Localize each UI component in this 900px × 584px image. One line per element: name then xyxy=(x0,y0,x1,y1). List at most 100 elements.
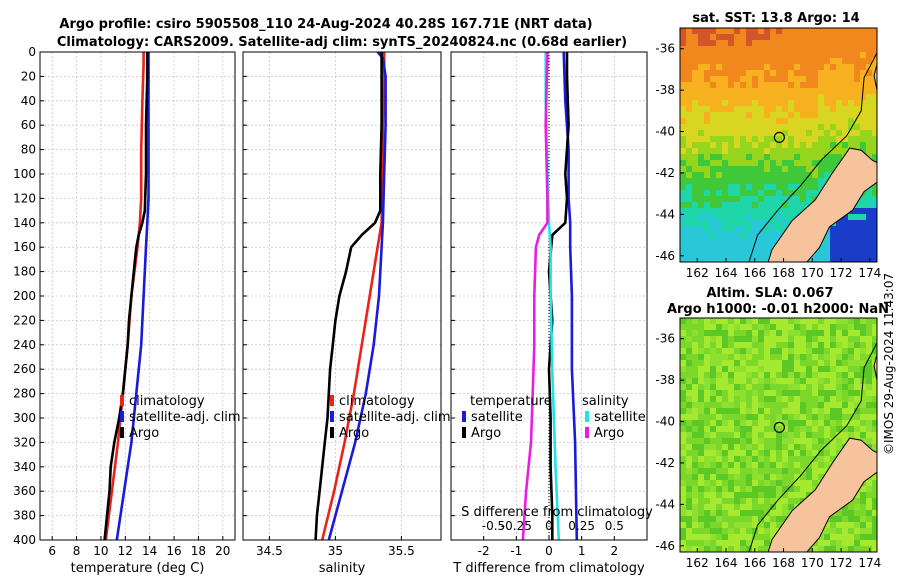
map-cell xyxy=(860,366,866,372)
map-cell xyxy=(698,426,704,432)
map-cell xyxy=(818,154,824,160)
map-cell xyxy=(692,438,698,444)
map-cell xyxy=(698,136,704,142)
map-cell xyxy=(836,336,842,342)
map-cell xyxy=(788,190,794,196)
map-cell xyxy=(680,504,686,510)
map-cell xyxy=(800,58,806,64)
map-cell xyxy=(866,336,872,342)
map-cell xyxy=(770,516,776,522)
map-cell xyxy=(830,534,836,540)
map-cell xyxy=(776,432,782,438)
map-cell xyxy=(860,130,866,136)
map-cell xyxy=(710,378,716,384)
map-cell xyxy=(848,28,854,34)
map-cell xyxy=(824,390,830,396)
map-cell xyxy=(728,372,734,378)
map-cell xyxy=(722,172,728,178)
map-cell xyxy=(698,504,704,510)
map-cell xyxy=(836,510,842,516)
map-cell xyxy=(866,64,872,70)
map-cell xyxy=(740,414,746,420)
map-cell xyxy=(860,414,866,420)
map-cell xyxy=(854,238,860,244)
map-cell xyxy=(734,384,740,390)
map-cell xyxy=(782,172,788,178)
map-cell xyxy=(806,432,812,438)
map-cell xyxy=(770,178,776,184)
map-cell xyxy=(836,414,842,420)
map-cell xyxy=(806,40,812,46)
map-cell xyxy=(722,528,728,534)
map-cell xyxy=(704,28,710,34)
map-cell xyxy=(842,244,848,250)
map-cell xyxy=(734,450,740,456)
map-cell xyxy=(866,348,872,354)
map-cell xyxy=(764,154,770,160)
map-cell xyxy=(740,64,746,70)
map-cell xyxy=(794,480,800,486)
map-cell xyxy=(710,468,716,474)
map-cell xyxy=(716,82,722,88)
map-cell xyxy=(680,94,686,100)
legend-climatology-label: climatology xyxy=(339,394,415,409)
map-cell xyxy=(806,378,812,384)
map-cell xyxy=(692,160,698,166)
map-cell xyxy=(770,148,776,154)
map-cell xyxy=(866,396,872,402)
map-cell xyxy=(710,426,716,432)
map-cell xyxy=(770,142,776,148)
map-cell xyxy=(692,196,698,202)
lon-tick-label: 162 xyxy=(686,556,709,570)
map-cell xyxy=(722,28,728,34)
difference-legend: temperature satellite Argo salinity sate… xyxy=(462,394,646,441)
map-cell xyxy=(758,220,764,226)
map-cell xyxy=(698,480,704,486)
map-cell xyxy=(692,408,698,414)
y-tick-label: 140 xyxy=(13,216,36,230)
map-cell xyxy=(746,232,752,238)
map-cell xyxy=(746,76,752,82)
map-cell xyxy=(764,516,770,522)
map-cell xyxy=(818,82,824,88)
x2-tick-label: -0.25 xyxy=(501,519,532,533)
map-cell xyxy=(752,504,758,510)
map-cell xyxy=(692,82,698,88)
map-cell xyxy=(872,148,877,154)
map-cell xyxy=(830,450,836,456)
map-cell xyxy=(680,130,686,136)
map-cell xyxy=(686,420,692,426)
map-cell xyxy=(794,82,800,88)
map-cell xyxy=(764,82,770,88)
map-cell xyxy=(764,106,770,112)
map-cell xyxy=(746,166,752,172)
map-cell xyxy=(716,522,722,528)
map-cell xyxy=(722,366,728,372)
map-cell xyxy=(806,124,812,130)
map-cell xyxy=(854,546,860,552)
map-cell xyxy=(818,40,824,46)
map-cell xyxy=(704,486,710,492)
map-cell xyxy=(812,82,818,88)
map-cell xyxy=(734,438,740,444)
map-cell xyxy=(698,142,704,148)
map-cell xyxy=(722,190,728,196)
map-cell xyxy=(872,118,877,124)
map-cell xyxy=(704,220,710,226)
map-cell xyxy=(818,534,824,540)
map-cell xyxy=(848,408,854,414)
map-cell xyxy=(770,486,776,492)
map-cell xyxy=(722,318,728,324)
map-cell xyxy=(686,208,692,214)
map-cell xyxy=(752,450,758,456)
map-cell xyxy=(734,354,740,360)
map-cell xyxy=(758,154,764,160)
map-cell xyxy=(788,82,794,88)
map-cell xyxy=(734,52,740,58)
map-cell xyxy=(854,420,860,426)
map-cell xyxy=(848,378,854,384)
map-cell xyxy=(866,52,872,58)
map-cell xyxy=(788,504,794,510)
map-cell xyxy=(680,402,686,408)
